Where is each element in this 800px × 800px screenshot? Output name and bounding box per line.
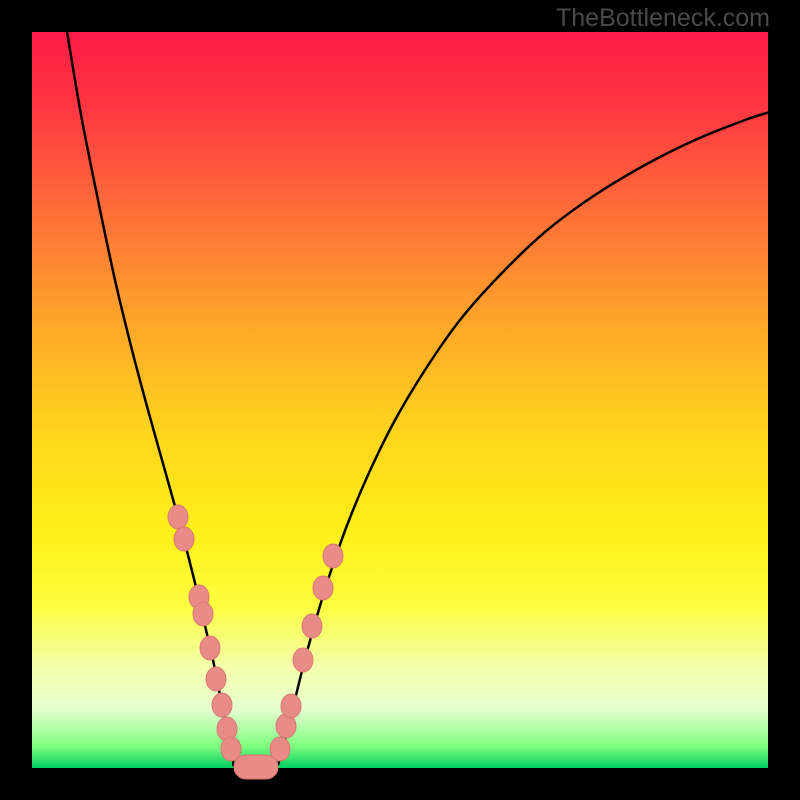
marker-dot xyxy=(281,694,301,718)
marker-dot xyxy=(168,505,188,529)
bottleneck-curve xyxy=(62,0,770,768)
data-markers xyxy=(168,505,343,779)
marker-dot xyxy=(193,602,213,626)
marker-dot xyxy=(323,544,343,568)
marker-dot xyxy=(313,576,333,600)
marker-dot xyxy=(212,693,232,717)
chart-container: TheBottleneck.com xyxy=(0,0,800,800)
marker-dot xyxy=(174,527,194,551)
marker-dot xyxy=(206,667,226,691)
marker-dot xyxy=(200,636,220,660)
watermark-text: TheBottleneck.com xyxy=(556,4,770,33)
marker-dot xyxy=(302,614,322,638)
overlay-svg xyxy=(0,0,800,800)
marker-dot xyxy=(293,648,313,672)
curve-path xyxy=(62,0,770,768)
marker-bottom-blob xyxy=(234,755,278,779)
